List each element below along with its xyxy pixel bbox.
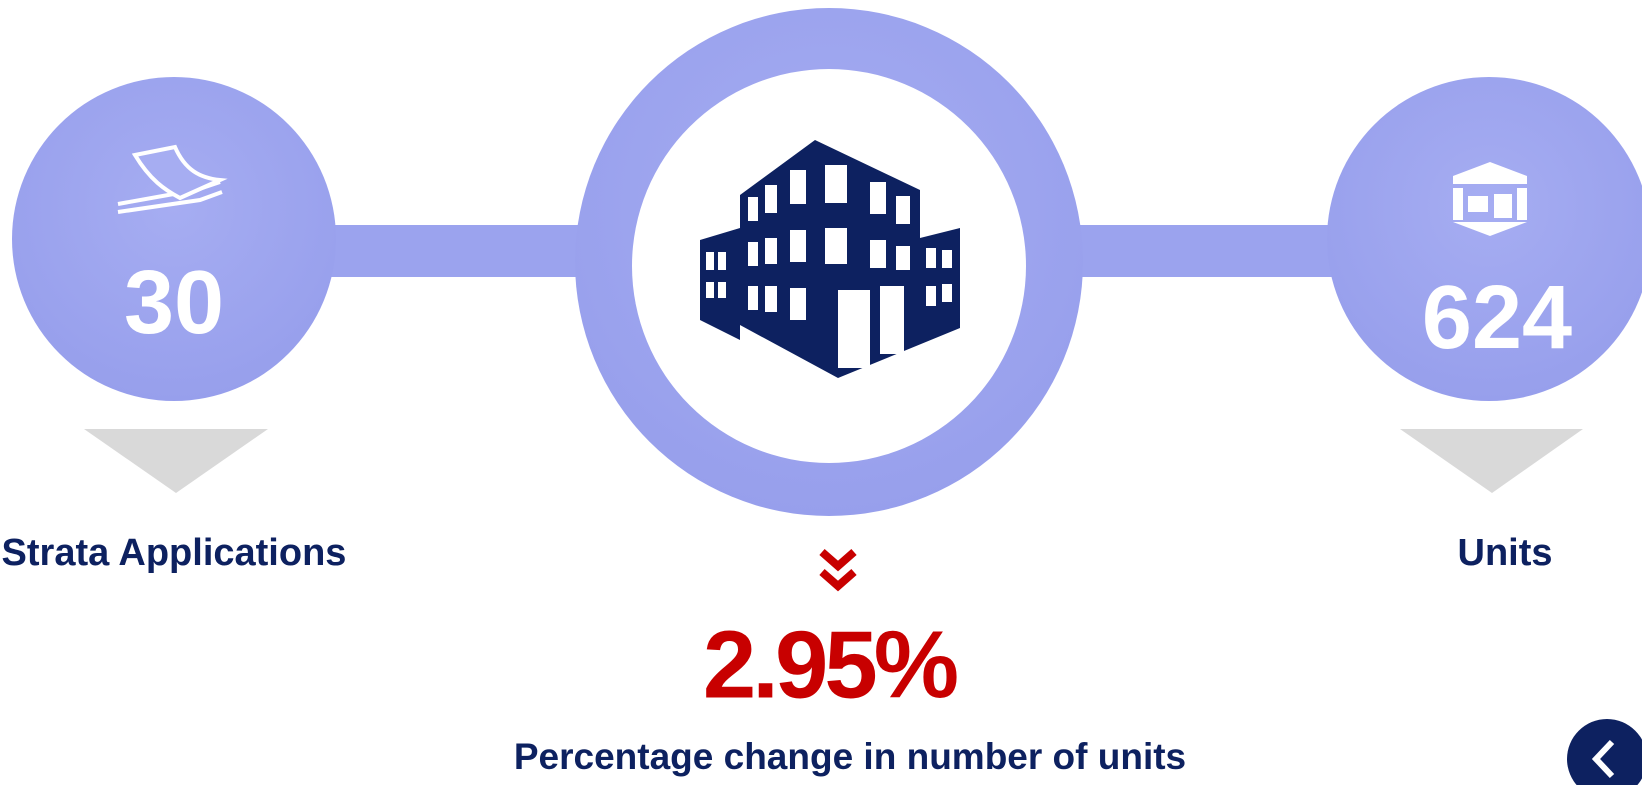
stat-value: 624 <box>1422 268 1572 368</box>
change-label: Percentage change in number of units <box>514 736 1186 777</box>
back-button[interactable] <box>1567 719 1642 785</box>
left-pointer <box>84 429 268 493</box>
right-pointer <box>1400 429 1583 493</box>
back-arrow[interactable] <box>1591 739 1615 779</box>
left-circle <box>12 77 336 401</box>
stat-value: 30 <box>124 253 224 353</box>
down-chevron <box>819 548 857 592</box>
documents-icon <box>117 144 228 214</box>
stat-label: Strata Applications <box>2 532 347 574</box>
units-icon <box>1453 162 1527 236</box>
right-circle <box>1327 77 1642 401</box>
building-icon <box>700 140 960 378</box>
stat-label: Units <box>1458 532 1553 574</box>
change-value: 2.95% <box>703 611 957 718</box>
